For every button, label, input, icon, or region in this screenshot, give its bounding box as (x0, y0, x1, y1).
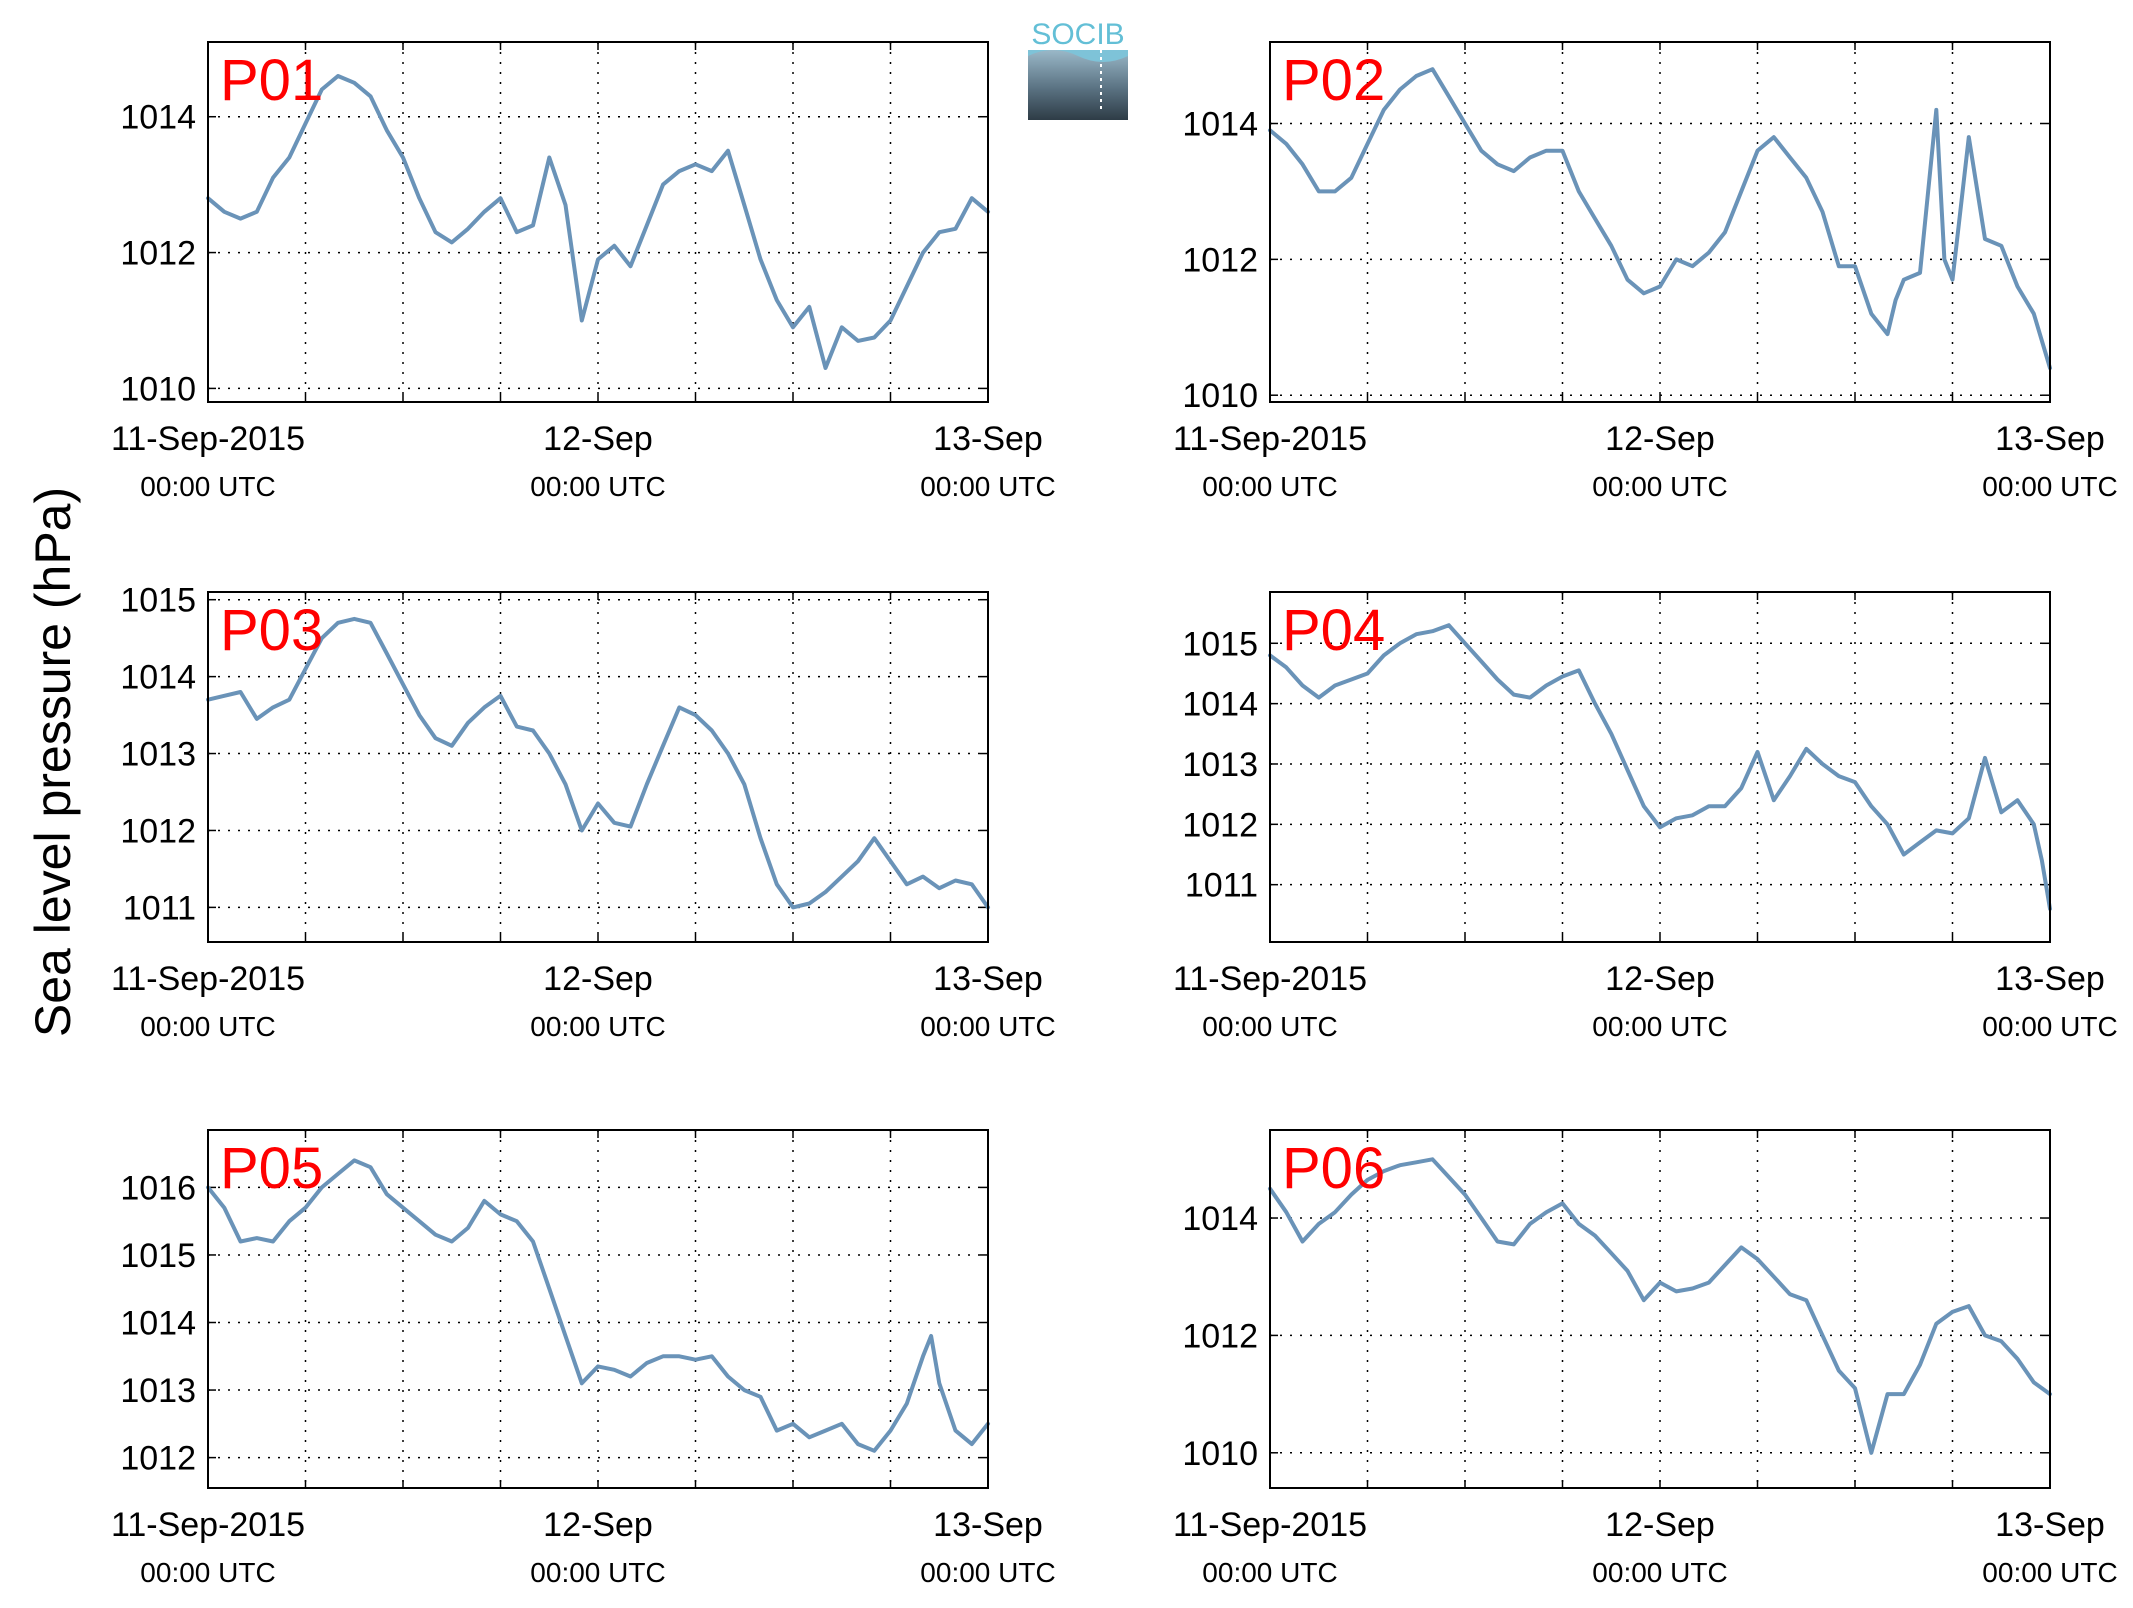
y-tick-label: 1010 (1182, 377, 1258, 415)
y-tick-label: 1013 (1182, 746, 1258, 784)
panel-p05: 1012 1013 1014 1015 1016 11-Sep-2015 00:00 UTC… (111, 1129, 1056, 1588)
y-tick-label: 1014 (1182, 686, 1258, 724)
panel-p03: 1011 1012 1013 1014 1015 11-Sep-2015 00:00 UTC… (111, 582, 1056, 1042)
y-tick-label: 1012 (1182, 241, 1258, 279)
chart-panels: 1010 1012 1014 11-Sep-2015 00:00 UTC 12-Sep 00… (111, 41, 2118, 1588)
y-tick-label: 1014 (1182, 1200, 1258, 1238)
x-tick-label: 11-Sep-2015 (1173, 960, 1367, 998)
y-tick-label: 1014 (1182, 106, 1258, 144)
y-tick-label: 1013 (120, 1372, 196, 1410)
x-tick-label: 12-Sep (1605, 960, 1715, 998)
series-line (206, 1158, 990, 1453)
y-tick-label: 1012 (120, 812, 196, 850)
y-axis-label: Sea level pressure (hPa) (25, 487, 81, 1037)
socib-logo-text: SOCIB (1031, 18, 1124, 51)
x-tick-label: 12-Sep (1605, 420, 1715, 458)
x-tick-time-label: 00:00 UTC (530, 1557, 665, 1588)
panel-p04: 1011 1012 1013 1014 1015 11-Sep-2015 00:00 UTC… (1173, 591, 2118, 1042)
x-tick-time-label: 00:00 UTC (1202, 1557, 1337, 1588)
x-tick-label: 11-Sep-2015 (111, 960, 305, 998)
x-tick-time-label: 00:00 UTC (140, 1557, 275, 1588)
x-tick-time-label: 00:00 UTC (1592, 1557, 1727, 1588)
x-tick-time-label: 00:00 UTC (1202, 1011, 1337, 1042)
plot-frame (207, 591, 989, 943)
x-tick-time-label: 00:00 UTC (1592, 471, 1727, 502)
x-tick-label: 13-Sep (1995, 960, 2105, 998)
series-line (1268, 67, 2052, 370)
plot-frame (1269, 41, 2051, 403)
x-tick-time-label: 00:00 UTC (140, 1011, 275, 1042)
series-line (1268, 1157, 2052, 1455)
plot-frame (1269, 1129, 2051, 1489)
y-tick-label: 1014 (120, 99, 196, 137)
x-tick-time-label: 00:00 UTC (920, 471, 1055, 502)
x-tick-time-label: 00:00 UTC (1982, 471, 2117, 502)
panel-p02: 1010 1012 1014 11-Sep-2015 00:00 UTC 12-Sep 00… (1173, 41, 2118, 502)
station-label: P01 (220, 48, 323, 113)
station-label: P03 (220, 598, 323, 663)
x-tick-time-label: 00:00 UTC (530, 471, 665, 502)
y-tick-label: 1012 (120, 235, 196, 273)
x-tick-time-label: 00:00 UTC (920, 1557, 1055, 1588)
plot-area (208, 1130, 988, 1488)
x-tick-label: 12-Sep (543, 1506, 653, 1544)
y-tick-label: 1014 (120, 659, 196, 697)
plot-frame (207, 41, 989, 403)
station-label: P05 (220, 1136, 323, 1201)
plot-area (1270, 1130, 2050, 1488)
y-tick-label: 1012 (1182, 1317, 1258, 1355)
x-tick-label: 11-Sep-2015 (111, 420, 305, 458)
plot-frame (207, 1129, 989, 1489)
y-tick-label: 1011 (123, 889, 196, 927)
x-tick-time-label: 00:00 UTC (1982, 1557, 2117, 1588)
y-tick-label: 1016 (120, 1169, 196, 1207)
y-tick-label: 1012 (1182, 806, 1258, 844)
y-tick-label: 1015 (1182, 625, 1258, 663)
x-tick-time-label: 00:00 UTC (1202, 471, 1337, 502)
plot-area (208, 592, 988, 942)
y-tick-label: 1015 (120, 1237, 196, 1275)
plot-frame (1269, 591, 2051, 943)
series-line (206, 74, 990, 370)
x-tick-label: 13-Sep (933, 420, 1043, 458)
y-tick-label: 1012 (120, 1440, 196, 1478)
x-tick-time-label: 00:00 UTC (1592, 1011, 1727, 1042)
series-line (206, 616, 990, 910)
y-tick-label: 1011 (1185, 867, 1258, 905)
x-tick-time-label: 00:00 UTC (140, 471, 275, 502)
x-tick-label: 13-Sep (1995, 1506, 2105, 1544)
x-tick-time-label: 00:00 UTC (920, 1011, 1055, 1042)
x-tick-label: 13-Sep (1995, 420, 2105, 458)
y-tick-label: 1010 (1182, 1435, 1258, 1473)
x-tick-label: 12-Sep (543, 960, 653, 998)
x-tick-time-label: 00:00 UTC (1982, 1011, 2117, 1042)
x-tick-label: 11-Sep-2015 (1173, 420, 1367, 458)
socib-logo: SOCIB (1028, 18, 1128, 120)
station-label: P02 (1282, 48, 1385, 113)
y-tick-label: 1013 (120, 736, 196, 774)
panel-p01: 1010 1012 1014 11-Sep-2015 00:00 UTC 12-Sep 00… (111, 41, 1056, 502)
series-line (1268, 623, 2052, 911)
x-tick-label: 13-Sep (933, 1506, 1043, 1544)
x-tick-label: 11-Sep-2015 (1173, 1506, 1367, 1544)
panel-p06: 1010 1012 1014 11-Sep-2015 00:00 UTC 12-Sep 00… (1173, 1129, 2118, 1588)
station-label: P06 (1282, 1136, 1385, 1201)
y-tick-label: 1014 (120, 1305, 196, 1343)
x-tick-label: 12-Sep (1605, 1506, 1715, 1544)
station-label: P04 (1282, 598, 1385, 663)
x-tick-label: 12-Sep (543, 420, 653, 458)
y-tick-label: 1010 (120, 370, 196, 408)
x-tick-label: 13-Sep (933, 960, 1043, 998)
plot-area (1270, 592, 2050, 942)
x-tick-time-label: 00:00 UTC (530, 1011, 665, 1042)
x-tick-label: 11-Sep-2015 (111, 1506, 305, 1544)
y-tick-label: 1015 (120, 582, 196, 620)
